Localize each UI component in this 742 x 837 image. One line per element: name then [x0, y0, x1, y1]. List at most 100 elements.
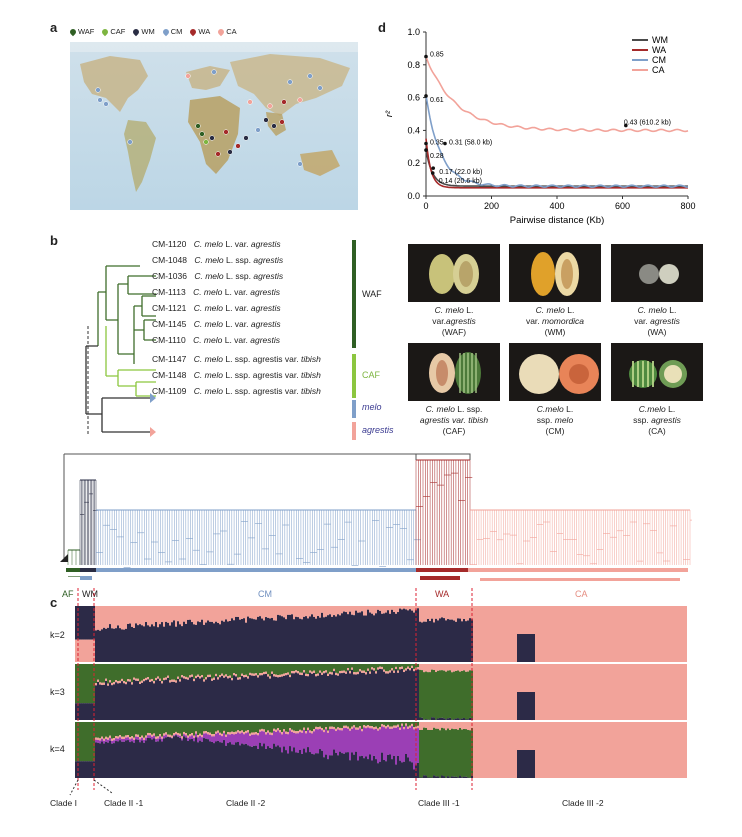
panel-d-letter: d	[378, 20, 386, 35]
map-marker	[243, 135, 249, 141]
map-marker	[227, 149, 233, 155]
accession-taxon: tibish	[300, 386, 321, 396]
annotation-label: 0.14 (20.6 kb)	[439, 178, 482, 185]
annotation-point	[424, 94, 428, 98]
accession-species: C. melo	[194, 255, 224, 265]
admixture-k3	[75, 664, 687, 720]
map-marker	[199, 131, 205, 137]
accession-species: C. melo	[194, 271, 224, 281]
accession-row: CM-1121 C. melo L. var. agrestis	[152, 302, 321, 318]
accession-id: CM-1110	[152, 335, 189, 345]
fruit-card: C. melo L. ssp. agrestis var. tibish (CAF)	[408, 343, 500, 437]
legend-label-cm: CM	[652, 55, 666, 65]
y-axis-label: r²	[384, 110, 395, 117]
map-marker	[267, 103, 273, 109]
fruit-card: C. melo L. var.agrestis (WAF)	[408, 244, 500, 338]
map-marker	[209, 135, 215, 141]
accession-id: CM-1147	[152, 354, 189, 364]
k3-label: k=3	[50, 687, 65, 697]
map-pin-icon	[216, 27, 226, 36]
map-marker	[97, 97, 103, 103]
agrestis-bar	[352, 422, 356, 440]
melo-group-label: melo	[362, 402, 382, 412]
panel-a-letter: a	[50, 20, 58, 35]
accession-rank: L. var.	[223, 303, 251, 313]
panel-b-letter: b	[50, 233, 58, 248]
y-tick-label: 0.0	[407, 191, 420, 201]
annotation-label: 0.28	[430, 153, 444, 160]
accession-id: CM-1120	[152, 239, 189, 249]
x-tick-label: 600	[615, 201, 630, 211]
annotation-label: 0.35	[430, 140, 444, 147]
map-marker	[279, 119, 285, 125]
map-legend-item-wm: WM	[132, 27, 155, 36]
caf-bar	[352, 354, 356, 398]
accession-id: CM-1121	[152, 303, 189, 313]
group-label-wm: WM	[82, 589, 98, 599]
melo-bar	[352, 400, 356, 418]
y-tick-label: 0.2	[407, 158, 420, 168]
y-tick-label: 0.8	[407, 60, 420, 70]
waf-group-label: WAF	[362, 289, 382, 299]
accession-rank: L. var.	[222, 287, 251, 297]
fruit-card: C.melo L. ssp. agrestis (CA)	[611, 343, 703, 437]
series-line-cm	[425, 94, 688, 188]
map-marker	[211, 69, 217, 75]
map-legend-label: WA	[198, 27, 211, 36]
map-marker	[307, 73, 313, 79]
accession-row: CM-1147 C. melo L. ssp. agrestis var. ti…	[152, 353, 321, 369]
map-pin-icon	[68, 27, 78, 36]
accession-taxon: agrestis	[250, 335, 280, 345]
clade-dividers	[69, 588, 473, 796]
x-tick-label: 400	[549, 201, 564, 211]
accession-species: C. melo	[193, 370, 223, 380]
map-pin-icon	[101, 27, 110, 36]
fruit-photo	[611, 244, 703, 302]
map-marker	[185, 73, 191, 79]
accession-taxon: agrestis	[253, 255, 284, 265]
accession-row: CM-1113 C. melo L. var. agrestis	[152, 286, 321, 302]
accession-taxon: tibish	[300, 370, 321, 380]
phylogenetic-tree-b	[85, 265, 156, 437]
accession-species: C. melo	[193, 287, 223, 297]
fruit-caption: C.melo L. ssp. melo (CM)	[536, 404, 574, 436]
accession-species: C. melo	[193, 354, 223, 364]
map-legend-item-caf: CAF	[101, 27, 126, 36]
accession-rank: L. ssp.	[223, 255, 254, 265]
accession-rank: L. var.	[223, 239, 251, 249]
map-marker	[215, 151, 221, 157]
map-pin-icon	[161, 27, 170, 36]
accession-taxon: agrestis	[250, 319, 281, 329]
group-label-af: AF	[62, 589, 74, 599]
annotation-label: 0.85	[430, 52, 444, 59]
map-marker	[281, 99, 287, 105]
accession-rank: L. ssp. agrestis var.	[223, 354, 301, 364]
fruit-card: C. melo L. var. momordica (WM)	[509, 244, 601, 338]
accession-id: CM-1113	[152, 287, 189, 297]
fruit-card: C. melo L. var. agrestis (WA)	[611, 244, 703, 338]
annotation-label: 0.61	[430, 97, 444, 104]
clade-label-3-1: Clade III -1	[418, 798, 460, 808]
annotation-point	[424, 148, 428, 152]
y-tick-label: 0.4	[407, 125, 420, 135]
population-tree	[60, 453, 692, 580]
accession-taxon: agrestis	[250, 239, 281, 249]
map-pin-icon	[189, 27, 198, 36]
ld-decay-chart: 0.0 0.2 0.4 0.6 0.8 1.0 0 200 400 600 800 Pairwise …	[384, 27, 696, 226]
annotation-point	[431, 166, 436, 170]
series-line-wa	[425, 138, 688, 189]
group-label-cm: CM	[258, 589, 272, 599]
map-marker	[287, 79, 293, 85]
x-axis-label: Pairwise distance (Kb)	[510, 215, 605, 226]
x-tick-label: 0	[423, 201, 428, 211]
map-marker	[255, 127, 261, 133]
accession-rank: L. var.	[223, 319, 251, 329]
accession-id: CM-1145	[152, 319, 189, 329]
fruit-caption: C. melo L. var. momordica (WM)	[525, 305, 585, 337]
y-tick-label: 1.0	[407, 27, 420, 37]
legend-label-wa: WA	[652, 45, 666, 55]
map-legend-label: CAF	[110, 27, 126, 36]
fruit-photo	[611, 343, 703, 401]
fruit-caption: C. melo L. var. agrestis (WA)	[634, 305, 680, 337]
map-marker	[271, 123, 277, 129]
